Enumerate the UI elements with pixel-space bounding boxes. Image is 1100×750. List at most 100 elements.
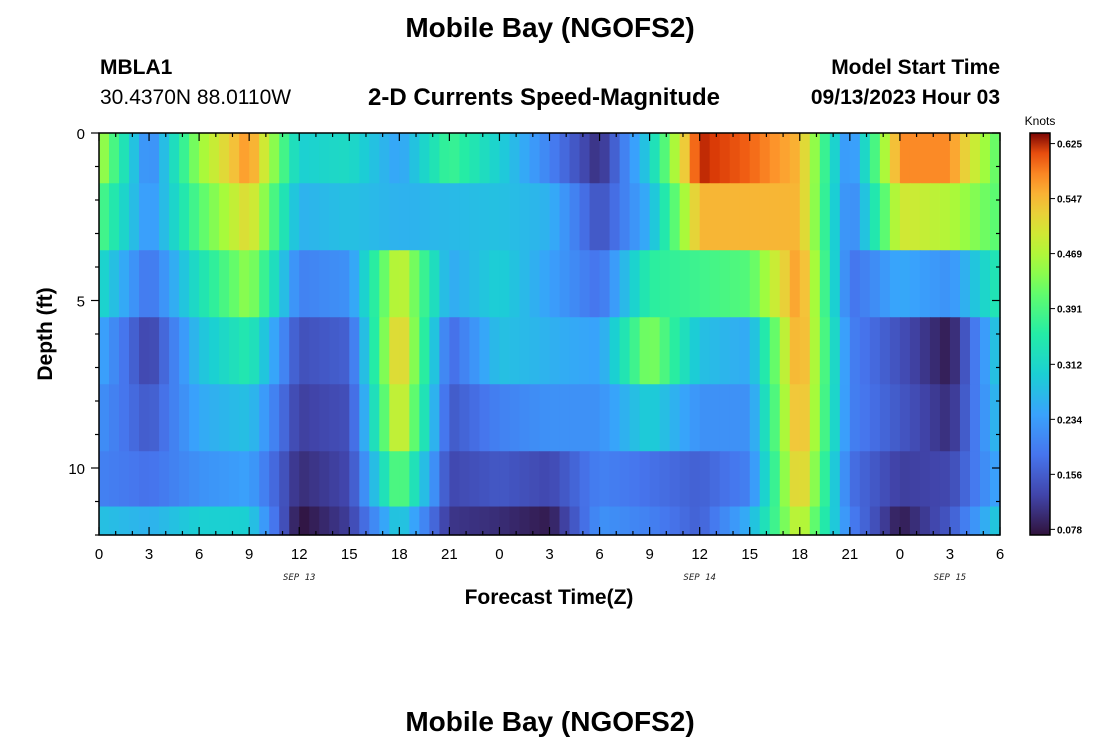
heatmap-cell: [549, 384, 561, 452]
heatmap-cell: [529, 384, 541, 452]
heatmap-cell: [489, 250, 501, 318]
heatmap-cell: [329, 506, 340, 536]
heatmap-cell: [969, 250, 981, 318]
heatmap-cell: [589, 384, 601, 452]
heatmap-cell: [759, 183, 771, 251]
heatmap-cell: [249, 250, 260, 318]
heatmap-cell: [569, 183, 581, 251]
heatmap-cell: [889, 183, 901, 251]
heatmap-cell: [859, 133, 871, 184]
heatmap-cell: [869, 317, 881, 385]
heatmap-cell: [359, 506, 370, 536]
heatmap-cell: [299, 384, 310, 452]
heatmap-cell: [429, 451, 440, 508]
heatmap-cell: [399, 133, 410, 184]
heatmap-cell: [749, 250, 761, 318]
heatmap-cell: [639, 183, 651, 251]
heatmap-cell: [149, 183, 160, 251]
heatmap-cell: [109, 317, 120, 385]
x-tick-label: 9: [245, 546, 253, 563]
heatmap-cell: [949, 384, 961, 452]
heatmap-cell: [779, 250, 791, 318]
heatmap-cell: [909, 317, 921, 385]
heatmap-cell: [589, 451, 601, 508]
heatmap-cell: [479, 506, 491, 536]
heatmap-cell: [689, 250, 701, 318]
heatmap-cells: [99, 133, 1001, 536]
heatmap-cell: [689, 133, 701, 184]
heatmap-cell: [419, 317, 430, 385]
heatmap-cell: [179, 384, 190, 452]
heatmap-cell: [429, 183, 440, 251]
heatmap-cell: [439, 183, 450, 251]
heatmap-cell: [539, 250, 551, 318]
heatmap-cell: [589, 506, 601, 536]
heatmap-cell: [789, 183, 801, 251]
heatmap-cell: [319, 317, 330, 385]
heatmap-cell: [699, 506, 711, 536]
heatmap-cell: [259, 183, 270, 251]
x-tick-label: 3: [946, 546, 954, 563]
heatmap-cell: [729, 451, 741, 508]
heatmap-cell: [769, 317, 781, 385]
heatmap-cell: [149, 317, 160, 385]
heatmap-cell: [919, 183, 931, 251]
heatmap-cell: [109, 133, 120, 184]
heatmap-cell: [739, 451, 751, 508]
heatmap-cell: [509, 133, 521, 184]
heatmap-cell: [789, 317, 801, 385]
heatmap-cell: [469, 506, 481, 536]
heatmap-cell: [139, 133, 150, 184]
heatmap-cell: [869, 451, 881, 508]
heatmap-cell: [199, 250, 210, 318]
heatmap-cell: [879, 384, 891, 452]
heatmap-cell: [879, 133, 891, 184]
heatmap-cell: [639, 317, 651, 385]
heatmap-cell: [389, 183, 400, 251]
heatmap-cell: [919, 384, 931, 452]
heatmap-cell: [559, 183, 571, 251]
heatmap-cell: [949, 183, 961, 251]
heatmap-cell: [409, 506, 420, 536]
heatmap-cell: [679, 451, 691, 508]
heatmap-cell: [579, 133, 591, 184]
heatmap-cell: [309, 133, 320, 184]
heatmap-cell: [509, 183, 521, 251]
heatmap-cell: [589, 183, 601, 251]
heatmap-cell: [849, 317, 861, 385]
heatmap-cell: [159, 384, 170, 452]
heatmap-cell: [829, 250, 841, 318]
heatmap-cell: [99, 451, 110, 508]
heatmap-cell: [199, 451, 210, 508]
heatmap-cell: [719, 506, 731, 536]
heatmap-cell: [169, 250, 180, 318]
heatmap-cell: [629, 384, 641, 452]
heatmap-cell: [529, 183, 541, 251]
heatmap-cell: [939, 317, 951, 385]
heatmap-cell: [989, 317, 1001, 385]
colorbar-tick-label: 0.156: [1057, 470, 1082, 481]
heatmap-cell: [229, 317, 240, 385]
heatmap-cell: [589, 133, 601, 184]
heatmap-cell: [739, 133, 751, 184]
heatmap-cell: [399, 451, 410, 508]
heatmap-cell: [559, 384, 571, 452]
heatmap-cell: [109, 451, 120, 508]
heatmap-cell: [189, 506, 200, 536]
heatmap-cell: [939, 133, 951, 184]
heatmap-cell: [189, 133, 200, 184]
heatmap-cell: [829, 451, 841, 508]
heatmap-cell: [339, 451, 350, 508]
heatmap-cell: [849, 451, 861, 508]
heatmap-cell: [959, 384, 971, 452]
heatmap-cell: [779, 451, 791, 508]
heatmap-cell: [459, 133, 471, 184]
heatmap-cell: [649, 133, 661, 184]
heatmap-cell: [569, 250, 581, 318]
heatmap-cell: [809, 384, 821, 452]
colorbar-tick-label: 0.625: [1057, 140, 1082, 151]
heatmap-cell: [179, 133, 190, 184]
heatmap-cell: [449, 250, 460, 318]
colorbar-tick-label: 0.078: [1057, 525, 1082, 536]
heatmap-cell: [249, 183, 260, 251]
